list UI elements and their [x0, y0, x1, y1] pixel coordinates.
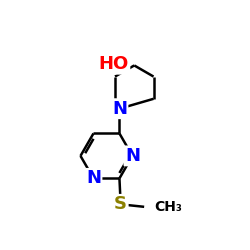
Text: S: S	[114, 195, 127, 213]
Text: HO: HO	[99, 55, 129, 73]
Text: N: N	[125, 147, 140, 165]
Text: N: N	[86, 170, 101, 188]
Text: N: N	[112, 100, 127, 118]
Text: CH₃: CH₃	[154, 200, 182, 214]
